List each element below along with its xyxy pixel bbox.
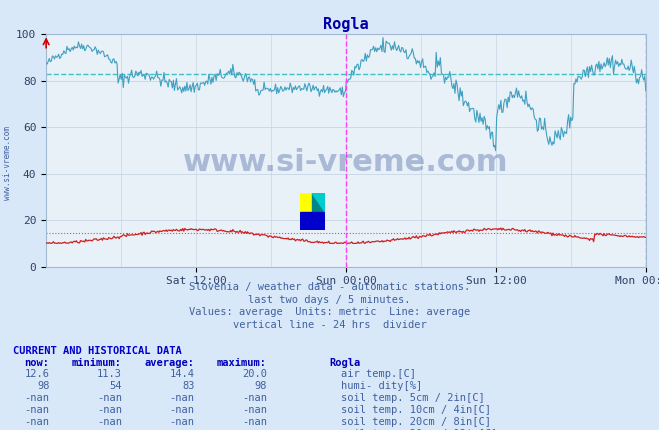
Text: -nan: -nan: [24, 393, 49, 402]
Text: 83: 83: [182, 381, 194, 390]
Text: average:: average:: [144, 358, 194, 368]
Text: air temp.[C]: air temp.[C]: [341, 369, 416, 378]
Bar: [300, 194, 312, 212]
Bar: [312, 194, 325, 212]
Polygon shape: [312, 194, 325, 212]
Text: 14.4: 14.4: [169, 369, 194, 378]
Text: vertical line - 24 hrs  divider: vertical line - 24 hrs divider: [233, 320, 426, 330]
Text: soil temp. 10cm / 4in[C]: soil temp. 10cm / 4in[C]: [341, 405, 492, 415]
Text: Rogla: Rogla: [330, 358, 360, 368]
Text: -nan: -nan: [242, 429, 267, 430]
Text: soil temp. 20cm / 8in[C]: soil temp. 20cm / 8in[C]: [341, 417, 492, 427]
Text: -nan: -nan: [169, 429, 194, 430]
Text: -nan: -nan: [24, 429, 49, 430]
Text: -nan: -nan: [169, 405, 194, 415]
Text: -nan: -nan: [169, 417, 194, 427]
Text: Values: average  Units: metric  Line: average: Values: average Units: metric Line: aver…: [189, 307, 470, 317]
Text: www.si-vreme.com: www.si-vreme.com: [183, 147, 509, 177]
Text: 54: 54: [109, 381, 122, 390]
Bar: [300, 212, 325, 230]
Text: -nan: -nan: [242, 417, 267, 427]
Text: -nan: -nan: [24, 405, 49, 415]
Text: now:: now:: [24, 358, 49, 368]
Text: 20.0: 20.0: [242, 369, 267, 378]
Text: -nan: -nan: [242, 393, 267, 402]
Text: 98: 98: [37, 381, 49, 390]
Text: -nan: -nan: [97, 393, 122, 402]
Text: CURRENT AND HISTORICAL DATA: CURRENT AND HISTORICAL DATA: [13, 346, 182, 356]
Text: 98: 98: [254, 381, 267, 390]
Text: maximum:: maximum:: [217, 358, 267, 368]
Text: -nan: -nan: [97, 405, 122, 415]
Text: -nan: -nan: [97, 417, 122, 427]
Text: soil temp. 5cm / 2in[C]: soil temp. 5cm / 2in[C]: [341, 393, 485, 402]
Text: -nan: -nan: [242, 405, 267, 415]
Text: -nan: -nan: [24, 417, 49, 427]
Title: Rogla: Rogla: [323, 17, 369, 32]
Text: last two days / 5 minutes.: last two days / 5 minutes.: [248, 295, 411, 304]
Text: minimum:: minimum:: [72, 358, 122, 368]
Text: 12.6: 12.6: [24, 369, 49, 378]
Text: www.si-vreme.com: www.si-vreme.com: [3, 126, 13, 200]
Text: -nan: -nan: [169, 393, 194, 402]
Text: -nan: -nan: [97, 429, 122, 430]
Text: Slovenia / weather data - automatic stations.: Slovenia / weather data - automatic stat…: [189, 282, 470, 292]
Text: 11.3: 11.3: [97, 369, 122, 378]
Text: soil temp. 30cm / 12in[C]: soil temp. 30cm / 12in[C]: [341, 429, 498, 430]
Text: humi- dity[%]: humi- dity[%]: [341, 381, 422, 390]
